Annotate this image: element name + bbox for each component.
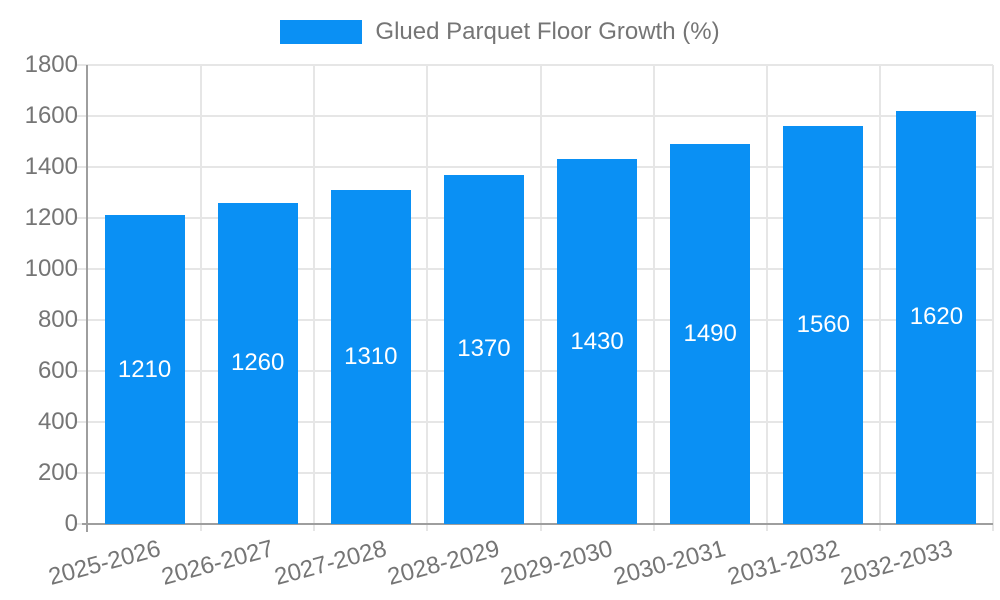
bar[interactable] — [104, 215, 185, 524]
x-axis-label-anchor: 2030-2031 — [607, 535, 729, 591]
x-axis-label: 2025-2026 — [45, 535, 164, 591]
y-axis-label: 600 — [37, 357, 78, 384]
legend-label: Glued Parquet Floor Growth (%) — [375, 18, 720, 45]
gridline-h — [75, 472, 993, 474]
bar[interactable] — [217, 202, 298, 524]
bar[interactable] — [896, 110, 977, 524]
gridline-h — [75, 217, 993, 219]
x-axis-label: 2026-2027 — [158, 535, 277, 591]
gridline-v — [765, 65, 768, 531]
bar-value-label: 1310 — [344, 342, 398, 370]
y-axis-label: 1400 — [24, 153, 78, 180]
bar[interactable] — [783, 126, 864, 524]
x-axis-label-anchor: 2026-2027 — [155, 535, 277, 591]
gridline-v — [652, 65, 655, 531]
gridline-v — [992, 65, 994, 531]
bar-value-label: 1260 — [230, 349, 285, 377]
gridline-h — [75, 268, 993, 270]
x-axis-label-anchor: 2028-2029 — [381, 535, 503, 591]
y-axis-label: 800 — [37, 306, 78, 333]
x-axis-label-anchor: 2029-2030 — [494, 535, 616, 591]
x-axis-label: 2032-2033 — [837, 535, 956, 591]
x-axis-line — [82, 523, 993, 525]
gridline-h — [75, 319, 993, 321]
bar-value-label: 1560 — [796, 311, 850, 339]
bar-value-label: 1210 — [117, 355, 172, 383]
y-axis-label: 0 — [64, 510, 78, 537]
bar[interactable] — [330, 189, 411, 524]
gridline-h — [75, 370, 993, 372]
gridline-h — [75, 64, 993, 66]
y-axis-label: 200 — [37, 459, 78, 486]
x-axis-label-anchor: 2027-2028 — [268, 535, 390, 591]
gridline-v — [313, 65, 316, 531]
gridline-v — [539, 65, 542, 531]
gridline-v — [200, 65, 203, 531]
legend-swatch — [280, 20, 363, 44]
x-axis-label: 2029-2030 — [497, 535, 616, 591]
y-axis-label: 1000 — [24, 255, 78, 282]
x-axis-label-anchor: 2031-2032 — [721, 535, 842, 591]
x-axis-label: 2027-2028 — [271, 535, 390, 591]
bar-value-label: 1370 — [457, 335, 511, 363]
legend: Glued Parquet Floor Growth (%) — [0, 17, 1000, 47]
y-axis-line — [86, 65, 88, 532]
bar-value-label: 1620 — [909, 303, 964, 331]
y-axis-label: 400 — [37, 408, 78, 435]
gridline-v — [426, 65, 429, 531]
bar[interactable] — [557, 159, 638, 524]
gridline-v — [878, 65, 881, 531]
gridline-h — [75, 115, 993, 117]
gridline-h — [75, 421, 993, 423]
y-axis-label: 1800 — [24, 51, 78, 78]
x-axis-label: 2031-2032 — [724, 535, 843, 591]
bar[interactable] — [670, 144, 751, 524]
x-axis-label: 2030-2031 — [611, 535, 729, 591]
bar[interactable] — [443, 174, 524, 524]
x-axis-label-anchor: 2032-2033 — [834, 535, 955, 591]
x-axis-label-anchor: 2025-2026 — [42, 535, 163, 591]
bar-value-label: 1490 — [683, 320, 737, 348]
gridline-h — [75, 166, 993, 168]
x-axis-label: 2028-2029 — [384, 535, 503, 591]
bar-value-label: 1430 — [570, 327, 624, 355]
y-axis-label: 1200 — [24, 204, 78, 231]
y-axis-label: 1600 — [24, 102, 78, 129]
